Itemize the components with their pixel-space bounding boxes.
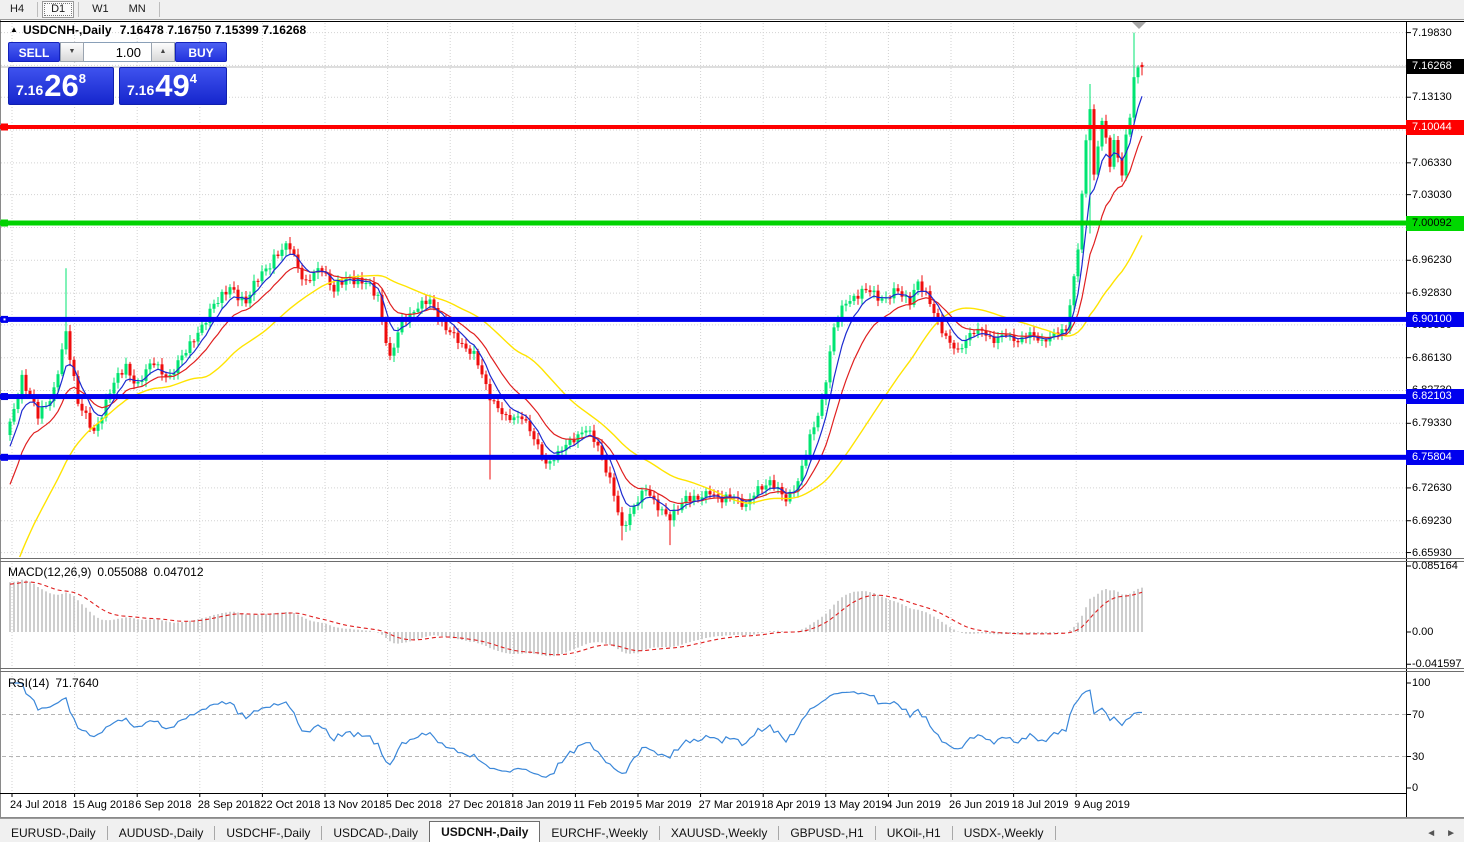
price-axis-label: 7.06330 [1412, 156, 1452, 169]
price-axis-label: 6.69230 [1412, 514, 1452, 527]
sell-button[interactable]: SELL [8, 42, 60, 62]
hline-price-badge: 6.75804 [1406, 449, 1464, 465]
date-axis-label: 13 May 2019 [823, 799, 888, 811]
date-axis-label: 13 Nov 2018 [323, 799, 386, 811]
chart-tab-eurchf-weekly[interactable]: EURCHF-,Weekly [551, 826, 648, 840]
volume-input[interactable] [84, 42, 151, 62]
date-axis-label: 11 Feb 2019 [573, 799, 635, 811]
volume-decrease-button[interactable]: ▼ [60, 42, 84, 62]
current-price-badge: 7.16268 [1406, 59, 1464, 75]
macd-pane-title: MACD(12,26,9) 0.055088 0.047012 [8, 565, 210, 579]
date-axis-label: 18 Apr 2019 [761, 799, 821, 811]
hline-price-badge: 6.82103 [1406, 389, 1464, 405]
macd-axis-label: 0.00 [1412, 626, 1434, 638]
rsi-label: RSI(14) [8, 676, 50, 690]
price-axis-label: 6.86130 [1412, 351, 1452, 364]
chart-tab-audusd-daily[interactable]: AUDUSD-,Daily [118, 826, 204, 840]
buy-price-prefix: 7.16 [127, 82, 155, 98]
hline-price-badge: 7.10044 [1406, 119, 1464, 135]
chart-tab-usdcad-daily[interactable]: USDCAD-,Daily [333, 826, 419, 840]
macd-label: MACD(12,26,9) [8, 565, 92, 579]
macd-main-value: 0.055088 [97, 565, 148, 579]
symbol-title: USDCNH-,Daily [23, 23, 112, 37]
one-click-trade-panel: SELL ▼ ▲ BUY 7.16 26 8 7.16 49 4 [8, 42, 227, 105]
toolbar-separator [37, 2, 39, 17]
chart-tab-eurusd-daily[interactable]: EURUSD-,Daily [11, 826, 96, 840]
date-axis-label: 26 Jun 2019 [949, 799, 1010, 811]
sell-price-button[interactable]: 7.16 26 8 [8, 67, 114, 105]
date-axis-label: 9 Aug 2019 [1074, 799, 1130, 811]
timeframe-button-w1[interactable]: W1 [92, 3, 109, 15]
timeframe-button-h4[interactable]: H4 [10, 3, 25, 15]
macd-axis-label: 0.085164 [1412, 559, 1458, 572]
sell-price-pips: 26 [44, 68, 79, 103]
date-axis-label: 24 Jul 2018 [10, 799, 67, 811]
buy-price-button[interactable]: 7.16 49 4 [119, 67, 227, 105]
tab-separator [1054, 826, 1056, 840]
sell-price-point: 8 [78, 71, 86, 86]
chart-tab-usdx-weekly[interactable]: USDX-,Weekly [963, 826, 1044, 840]
rsi-value: 71.7640 [55, 676, 99, 690]
macd-signal-value: 0.047012 [153, 565, 204, 579]
tab-separator [951, 826, 953, 840]
price-axis-label: 6.92830 [1412, 287, 1452, 300]
rsi-pane-title: RSI(14) 71.7640 [8, 676, 105, 690]
date-axis-label: 18 Jul 2019 [1011, 799, 1069, 811]
timeframe-button-d1[interactable]: D1 [42, 1, 75, 18]
chart-window [0, 20, 1464, 818]
chart-header: ▲ USDCNH-,Daily 7.16478 7.16750 7.15399 7.… [10, 23, 306, 37]
chart-tab-xauusd-weekly[interactable]: XAUUSD-,Weekly [670, 826, 768, 840]
hline-price-badge: 7.00092 [1406, 215, 1464, 231]
rsi-axis-label: 70 [1412, 708, 1425, 721]
price-axis-label: 6.72630 [1412, 481, 1452, 494]
price-axis-label: 7.03030 [1412, 188, 1452, 201]
tabs-scroll-left-icon[interactable]: ◄ [1426, 828, 1437, 839]
date-axis-label: 27 Mar 2019 [698, 799, 761, 811]
price-axis-label: 7.19830 [1412, 26, 1452, 39]
rsi-axis-label: 100 [1412, 677, 1431, 689]
date-axis-label: 4 Jun 2019 [886, 799, 941, 811]
date-axis-label: 5 Dec 2018 [385, 799, 442, 811]
toolbar-separator [78, 2, 80, 17]
date-axis-label: 6 Sep 2018 [135, 799, 192, 811]
price-axis-label: 6.79330 [1412, 417, 1452, 430]
volume-increase-button[interactable]: ▲ [151, 42, 175, 62]
date-axis-label: 15 Aug 2018 [72, 799, 135, 811]
chart-tab-usdcnh-daily[interactable]: USDCNH-,Daily [429, 821, 541, 842]
rsi-axis-label: 0 [1412, 782, 1419, 794]
chart-tab-bar: EURUSD-,Daily AUDUSD-,Daily USDCHF-,Daily U… [0, 818, 1464, 842]
timeframe-button-mn[interactable]: MN [128, 3, 146, 15]
chart-tab-usdchf-daily[interactable]: USDCHF-,Daily [226, 826, 311, 840]
buy-price-point: 4 [189, 71, 197, 86]
tab-separator [658, 826, 660, 840]
collapse-quotes-icon[interactable]: ▲ [10, 25, 19, 34]
macd-axis-label: -0.041597 [1412, 658, 1462, 671]
price-axis-label: 6.65930 [1412, 546, 1452, 559]
tab-separator [106, 826, 108, 840]
date-axis-label: 5 Mar 2019 [636, 799, 692, 811]
date-axis-label: 28 Sep 2018 [197, 799, 261, 811]
ohlc-values: 7.16478 7.16750 7.15399 7.16268 [119, 23, 307, 37]
tab-separator [778, 826, 780, 840]
tab-separator [874, 826, 876, 840]
date-axis-label: 27 Dec 2018 [448, 799, 511, 811]
tab-separator [214, 826, 216, 840]
timeframe-toolbar: H4 D1 W1 MN [0, 0, 1464, 20]
price-axis-label: 7.13130 [1412, 91, 1452, 104]
buy-button[interactable]: BUY [175, 42, 227, 62]
date-axis-label: 18 Jan 2019 [510, 799, 572, 811]
chart-tab-ukoil-h1[interactable]: UKOil-,H1 [886, 826, 941, 840]
tabs-scroll-right-icon[interactable]: ► [1446, 828, 1456, 839]
toolbar-separator [158, 2, 160, 17]
tab-separator [321, 826, 323, 840]
rsi-axis-label: 30 [1412, 750, 1425, 763]
buy-price-pips: 49 [155, 68, 190, 103]
sell-price-prefix: 7.16 [16, 82, 44, 98]
date-axis-label: 22 Oct 2018 [260, 799, 321, 811]
hline-price-badge: 6.90100 [1406, 311, 1464, 327]
chart-tab-gbpusd-h1[interactable]: GBPUSD-,H1 [790, 826, 864, 840]
price-axis-label: 6.96230 [1412, 254, 1452, 267]
